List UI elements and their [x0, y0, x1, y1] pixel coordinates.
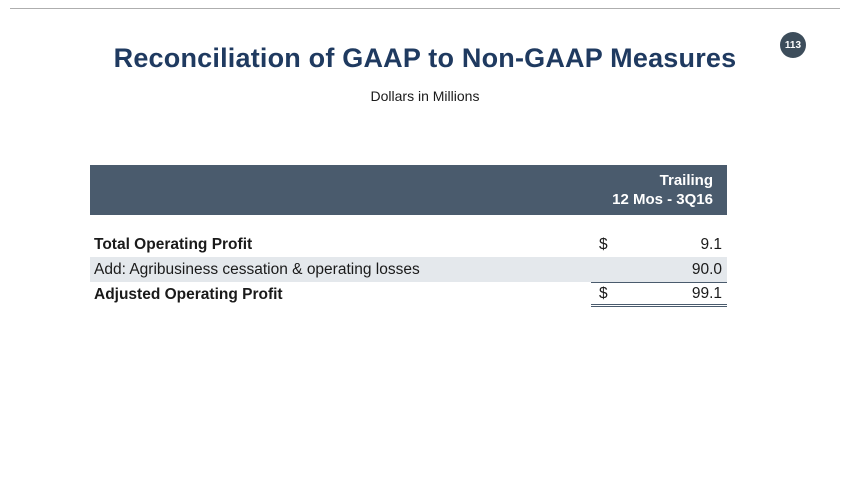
slide-subtitle: Dollars in Millions	[370, 88, 480, 104]
currency-symbol: $	[599, 235, 608, 253]
table-column-header: Trailing 12 Mos - 3Q16	[90, 165, 727, 215]
slide-title: Reconciliation of GAAP to Non-GAAP Measu…	[113, 43, 737, 73]
row-value-cell: $ 99.1	[591, 282, 727, 307]
table-header-gap	[90, 215, 727, 232]
table-row: Add: Agribusiness cessation & operating …	[90, 257, 727, 282]
currency-symbol: $	[599, 284, 608, 302]
row-label-total-operating-profit: Total Operating Profit	[94, 235, 253, 253]
table-header-line2: 12 Mos - 3Q16	[612, 191, 713, 208]
row-value-cell: $ 9.1	[591, 232, 727, 257]
top-divider-line	[10, 8, 840, 9]
row-value: 9.1	[700, 235, 722, 253]
row-value-cell: 90.0	[591, 257, 727, 282]
row-value: 90.0	[691, 260, 722, 278]
table-row: Total Operating Profit $ 9.1	[90, 232, 727, 257]
row-label-adjusted-operating-profit: Adjusted Operating Profit	[94, 285, 283, 303]
row-label-agribusiness-add-back: Add: Agribusiness cessation & operating …	[94, 260, 420, 278]
page-number-badge: 113	[780, 32, 806, 58]
table-row: Adjusted Operating Profit $ 99.1	[90, 282, 727, 307]
reconciliation-table: Trailing 12 Mos - 3Q16 Total Operating P…	[90, 165, 727, 307]
row-value: 99.1	[691, 284, 722, 302]
table-header-line1: Trailing	[659, 172, 713, 189]
